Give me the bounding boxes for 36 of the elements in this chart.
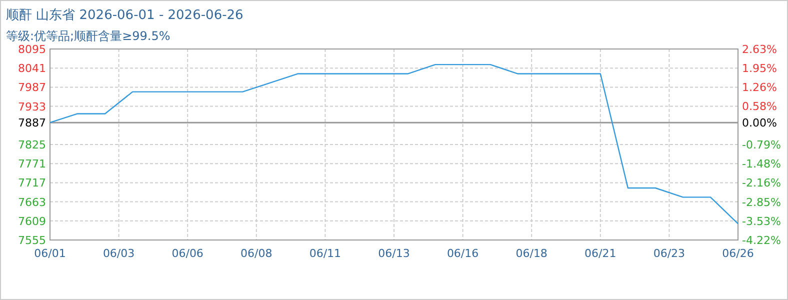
y2-tick-label: 0.00% xyxy=(742,116,777,130)
y-tick-label: 7609 xyxy=(18,214,46,228)
y-tick-label: 7987 xyxy=(18,81,46,94)
x-tick-label: 06/18 xyxy=(516,247,548,260)
y-tick-label: 8095 xyxy=(18,43,46,56)
y-tick-label: 7663 xyxy=(18,196,46,209)
y2-tick-label: 1.95% xyxy=(742,62,777,75)
x-tick-label: 06/06 xyxy=(172,247,204,260)
y2-tick-label: -3.53% xyxy=(742,214,781,228)
y-tick-label: 7717 xyxy=(18,176,46,190)
y-tick-label: 7933 xyxy=(18,100,46,114)
x-tick-label: 06/16 xyxy=(446,247,479,260)
x-tick-label: 06/23 xyxy=(653,247,686,260)
y-tick-label: 8041 xyxy=(18,62,46,76)
y2-tick-label: 1.26% xyxy=(742,81,777,94)
x-tick-label: 06/03 xyxy=(102,247,135,260)
x-tick-label: 06/26 xyxy=(722,247,754,260)
chart-title: 顺酐 山东省 2026-06-01 - 2026-06-26 xyxy=(6,8,244,23)
y-tick-label: 7771 xyxy=(18,158,46,171)
line-series xyxy=(49,64,739,224)
x-tick-label: 06/21 xyxy=(584,247,616,260)
y2-tick-label: 2.63% xyxy=(742,43,777,56)
x-tick-label: 06/11 xyxy=(309,247,342,260)
y-tick-label: 7887 xyxy=(18,116,46,130)
y-tick-label: 7555 xyxy=(18,234,46,247)
y2-tick-label: 0.58% xyxy=(742,100,777,114)
y2-tick-label: -4.22% xyxy=(742,234,781,247)
chart-subtitle: 等级:优等品;顺酐含量≥99.5% xyxy=(6,29,170,43)
y2-tick-label: -2.85% xyxy=(742,196,781,209)
x-tick-label: 06/13 xyxy=(378,247,410,260)
x-tick-label: 06/08 xyxy=(240,247,272,260)
y-tick-label: 7825 xyxy=(18,138,46,152)
y2-tick-label: -1.48% xyxy=(742,158,781,171)
y2-tick-label: -0.79% xyxy=(742,138,781,152)
y2-tick-label: -2.16% xyxy=(742,176,781,190)
x-tick-label: 06/01 xyxy=(34,247,66,260)
